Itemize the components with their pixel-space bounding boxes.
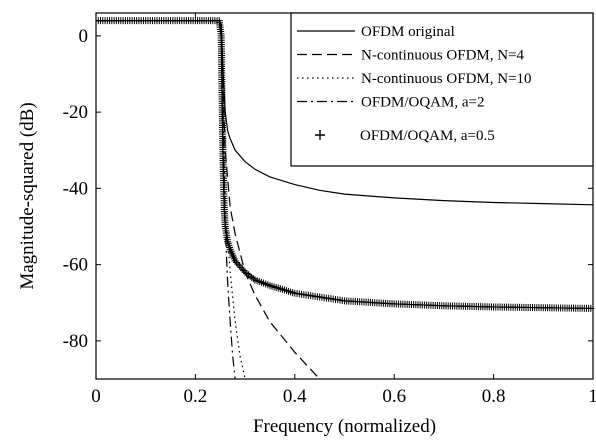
plus-marker [240,267,248,275]
series-line-2 [96,20,321,379]
ticks-layer: 0 0.2 0.4 0.6 0.8 1 0 -20 -40 -60 -80 [63,13,596,407]
y-axis-label: Magnitude-squared (dB) [17,102,38,289]
legend: OFDM original N-continuous OFDM, N=4 N-con… [290,12,594,167]
legend-label: N-continuous OFDM, N=10 [361,71,532,87]
y-tick-label: 0 [79,26,89,47]
x-tick-label: 0.2 [184,386,208,407]
x-tick-label: 0.4 [283,386,307,407]
series-ofdm-oqam-a0.5 [96,17,595,312]
legend-box [290,12,594,167]
legend-label: OFDM/OQAM, a=0.5 [360,128,495,144]
legend-marker-plus [315,130,325,140]
plus-marker [235,262,243,270]
x-tick-label: 0 [91,386,101,407]
y-tick-label: -80 [63,331,88,352]
x-axis-label: Frequency (normalized) [253,416,436,437]
x-tick-label: 1 [588,386,596,407]
series-layer [96,17,595,379]
plus-marker [249,275,257,283]
series-line-4 [96,20,236,379]
legend-label: N-continuous OFDM, N=4 [361,48,525,64]
plus-marker [233,258,241,266]
y-tick-label: -40 [63,178,88,199]
legend-label: OFDM original [361,24,455,40]
plus-marker [237,263,245,271]
legend-label: OFDM/OQAM, a=2 [361,95,484,111]
x-tick-label: 0.6 [382,386,406,407]
y-tick-label: -20 [63,102,88,123]
y-tick-label: -60 [63,255,88,276]
plus-marker [231,257,239,265]
x-tick-label: 0.8 [482,386,506,407]
plus-marker [234,260,242,268]
plus-marker [238,265,246,273]
